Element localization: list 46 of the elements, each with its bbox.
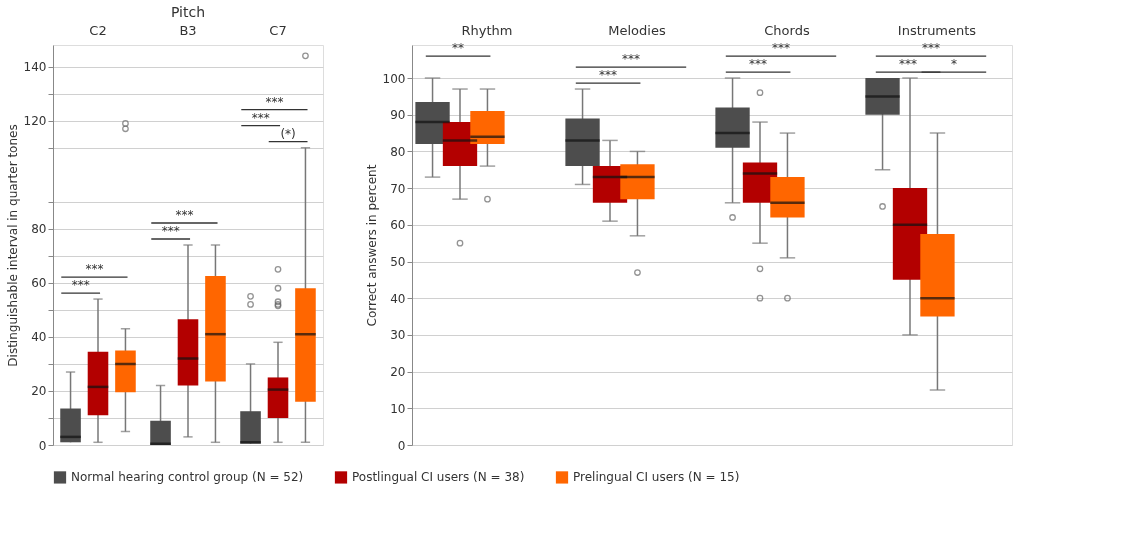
annotation: *** xyxy=(771,41,790,56)
x-tick-label: C7 xyxy=(269,22,287,38)
y-tick-label: 140 xyxy=(23,60,47,75)
annotation: *** xyxy=(265,94,284,109)
y-tick-label: 30 xyxy=(390,328,406,343)
x-tick-label: Instruments xyxy=(897,22,977,38)
y-tick-label: 120 xyxy=(23,114,47,129)
x-tick-label: B3 xyxy=(179,22,197,38)
annotation: *** xyxy=(749,57,768,72)
y-tick-label: 100 xyxy=(382,71,406,86)
annotation: *** xyxy=(175,208,194,222)
annotation: *** xyxy=(251,110,270,125)
annotation: *** xyxy=(71,278,90,293)
annotation: *** xyxy=(921,41,940,56)
legend-label: Prelingual CI users (N = 15) xyxy=(573,470,740,485)
chart-title: Pitch xyxy=(170,4,206,20)
y-tick-label: 70 xyxy=(390,181,406,196)
annotation: ** xyxy=(452,41,465,56)
y-tick-label: 10 xyxy=(390,401,406,416)
annotation: * xyxy=(950,57,957,72)
y-tick-label: 40 xyxy=(31,330,47,345)
x-tick-label: Melodies xyxy=(608,22,666,38)
y-tick-label: 90 xyxy=(390,108,406,123)
legend-label: Postlingual CI users (N = 38) xyxy=(352,470,525,485)
y-tick-label: 60 xyxy=(390,218,406,233)
y-tick-label: 80 xyxy=(390,144,406,159)
y-tick-label: 0 xyxy=(38,438,47,453)
x-tick-label: Chords xyxy=(764,22,810,38)
annotation: *** xyxy=(899,57,918,72)
annotation: *** xyxy=(85,262,104,277)
annotation: *** xyxy=(621,52,640,67)
y-tick-label: 80 xyxy=(31,222,47,237)
x-tick-label: C2 xyxy=(89,22,107,38)
annotation: (*) xyxy=(280,126,296,141)
x-tick-label: Rhythm xyxy=(461,22,513,38)
y-tick-label: 20 xyxy=(390,365,406,380)
annotation: *** xyxy=(599,68,618,83)
legend-label: Normal hearing control group (N = 52) xyxy=(71,470,304,485)
y-tick-label: 60 xyxy=(31,276,47,291)
y-tick-label: 50 xyxy=(390,255,406,270)
y-tick-label: 0 xyxy=(397,438,406,453)
y-axis-title: Distinguishable interval in quarter tones xyxy=(5,124,20,367)
y-tick-label: 40 xyxy=(390,291,406,306)
annotation: *** xyxy=(161,224,180,238)
y-axis-title: Correct answers in percent xyxy=(364,164,379,327)
y-tick-label: 20 xyxy=(31,384,47,399)
